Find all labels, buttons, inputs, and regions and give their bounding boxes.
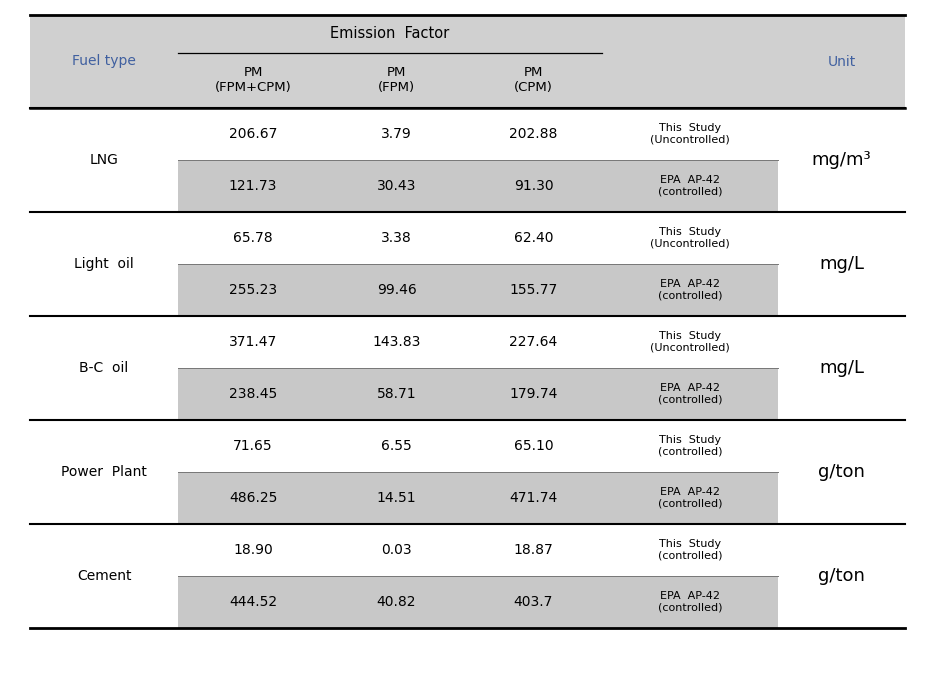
Text: 18.87: 18.87 xyxy=(513,543,554,557)
Text: Emission  Factor: Emission Factor xyxy=(330,26,450,41)
Text: 14.51: 14.51 xyxy=(377,491,416,505)
Bar xyxy=(178,368,778,420)
Text: PM
(CPM): PM (CPM) xyxy=(514,67,553,94)
Text: 99.46: 99.46 xyxy=(377,283,416,297)
Bar xyxy=(178,576,778,628)
Bar xyxy=(30,524,778,628)
Text: 18.90: 18.90 xyxy=(233,543,273,557)
Bar xyxy=(30,316,778,420)
Text: 6.55: 6.55 xyxy=(381,439,412,453)
Bar xyxy=(778,316,905,420)
Text: EPA  AP-42
(controlled): EPA AP-42 (controlled) xyxy=(657,383,722,405)
Text: EPA  AP-42
(controlled): EPA AP-42 (controlled) xyxy=(657,279,722,301)
Text: mg/m³: mg/m³ xyxy=(812,151,871,169)
Text: 0.03: 0.03 xyxy=(381,543,411,557)
Text: This  Study
(controlled): This Study (controlled) xyxy=(657,435,722,457)
Text: Unit: Unit xyxy=(827,55,856,68)
Text: 62.40: 62.40 xyxy=(513,231,554,245)
Text: Cement: Cement xyxy=(77,569,131,583)
Bar xyxy=(778,108,905,212)
Text: EPA  AP-42
(controlled): EPA AP-42 (controlled) xyxy=(657,591,722,613)
Text: 91.30: 91.30 xyxy=(513,179,554,193)
Text: 444.52: 444.52 xyxy=(229,595,277,609)
Text: 486.25: 486.25 xyxy=(229,491,277,505)
Bar xyxy=(178,160,778,212)
Text: 3.79: 3.79 xyxy=(381,127,412,141)
Text: B-C  oil: B-C oil xyxy=(79,361,129,375)
Bar xyxy=(778,524,905,628)
Text: 471.74: 471.74 xyxy=(510,491,557,505)
Bar xyxy=(30,420,778,524)
Text: 238.45: 238.45 xyxy=(229,387,277,401)
Text: 58.71: 58.71 xyxy=(377,387,416,401)
Bar xyxy=(778,212,905,316)
Text: This  Study
(controlled): This Study (controlled) xyxy=(657,539,722,561)
Text: 65.10: 65.10 xyxy=(513,439,554,453)
Text: 143.83: 143.83 xyxy=(372,335,421,349)
Text: 121.73: 121.73 xyxy=(229,179,277,193)
Text: 206.67: 206.67 xyxy=(229,127,277,141)
Text: g/ton: g/ton xyxy=(818,463,865,481)
Bar xyxy=(178,472,778,524)
Text: mg/L: mg/L xyxy=(819,255,864,273)
Text: 40.82: 40.82 xyxy=(377,595,416,609)
Text: 371.47: 371.47 xyxy=(229,335,277,349)
Bar xyxy=(30,212,778,316)
Text: Power  Plant: Power Plant xyxy=(61,465,147,479)
Text: 65.78: 65.78 xyxy=(233,231,273,245)
Text: EPA  AP-42
(controlled): EPA AP-42 (controlled) xyxy=(657,487,722,509)
Bar xyxy=(30,15,905,108)
Text: 255.23: 255.23 xyxy=(229,283,277,297)
Text: PM
(FPM): PM (FPM) xyxy=(378,67,415,94)
Bar xyxy=(178,264,778,316)
Text: 202.88: 202.88 xyxy=(510,127,557,141)
Text: EPA  AP-42
(controlled): EPA AP-42 (controlled) xyxy=(657,176,722,197)
Text: 3.38: 3.38 xyxy=(381,231,412,245)
Text: 71.65: 71.65 xyxy=(233,439,273,453)
Bar xyxy=(778,420,905,524)
Text: Light  oil: Light oil xyxy=(74,257,134,271)
Text: 403.7: 403.7 xyxy=(514,595,554,609)
Text: This  Study
(Uncontrolled): This Study (Uncontrolled) xyxy=(650,124,730,145)
Text: This  Study
(Uncontrolled): This Study (Uncontrolled) xyxy=(650,331,730,353)
Text: g/ton: g/ton xyxy=(818,567,865,585)
Text: PM
(FPM+CPM): PM (FPM+CPM) xyxy=(215,67,292,94)
Bar xyxy=(30,108,778,212)
Text: 30.43: 30.43 xyxy=(377,179,416,193)
Text: 155.77: 155.77 xyxy=(510,283,557,297)
Text: 227.64: 227.64 xyxy=(510,335,557,349)
Text: Fuel type: Fuel type xyxy=(72,55,136,68)
Text: 179.74: 179.74 xyxy=(510,387,557,401)
Text: LNG: LNG xyxy=(90,153,119,167)
Text: This  Study
(Uncontrolled): This Study (Uncontrolled) xyxy=(650,227,730,249)
Text: mg/L: mg/L xyxy=(819,359,864,377)
